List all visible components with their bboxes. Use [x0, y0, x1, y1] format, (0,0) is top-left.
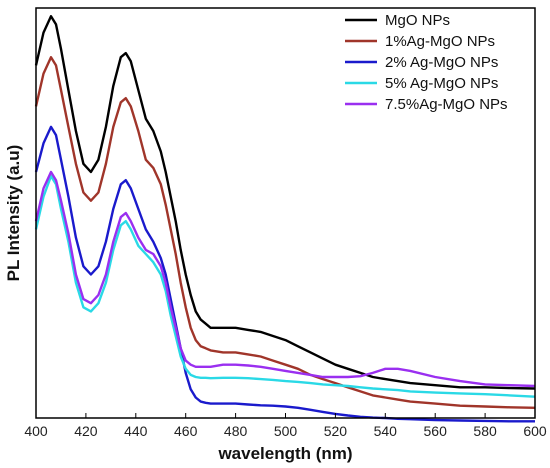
x-tick-label: 480: [224, 423, 248, 439]
x-tick-label: 560: [424, 423, 448, 439]
legend-label-4: 7.5%Ag-MgO NPs: [385, 96, 508, 113]
x-tick-label: 600: [523, 423, 547, 439]
x-tick-label: 460: [174, 423, 198, 439]
legend-label-0: MgO NPs: [385, 12, 450, 29]
x-tick-label: 500: [274, 423, 298, 439]
x-tick-label: 440: [124, 423, 148, 439]
x-tick-label: 540: [374, 423, 398, 439]
series-line-3: [34, 174, 536, 398]
x-axis-ticks: 400 420 440 460 480 500 520 540 560 580 600: [24, 413, 547, 439]
series-line-4: [34, 170, 536, 388]
series-line-1: [34, 56, 536, 409]
x-tick-label: 580: [473, 423, 497, 439]
x-tick-label: 520: [324, 423, 348, 439]
legend-label-1: 1%Ag-MgO NPs: [385, 33, 495, 50]
y-axis-label: PL Intensity (a.u): [4, 145, 23, 282]
x-axis-label: wavelength (nm): [217, 444, 352, 463]
legend-label-3: 5% Ag-MgO NPs: [385, 75, 498, 92]
x-tick-label: 420: [74, 423, 98, 439]
series-line-0: [34, 15, 536, 390]
x-tick-label: 400: [24, 423, 48, 439]
legend: MgO NPs 1%Ag-MgO NPs 2% Ag-MgO NPs 5% Ag-Mg…: [345, 12, 508, 113]
legend-label-2: 2% Ag-MgO NPs: [385, 54, 498, 71]
